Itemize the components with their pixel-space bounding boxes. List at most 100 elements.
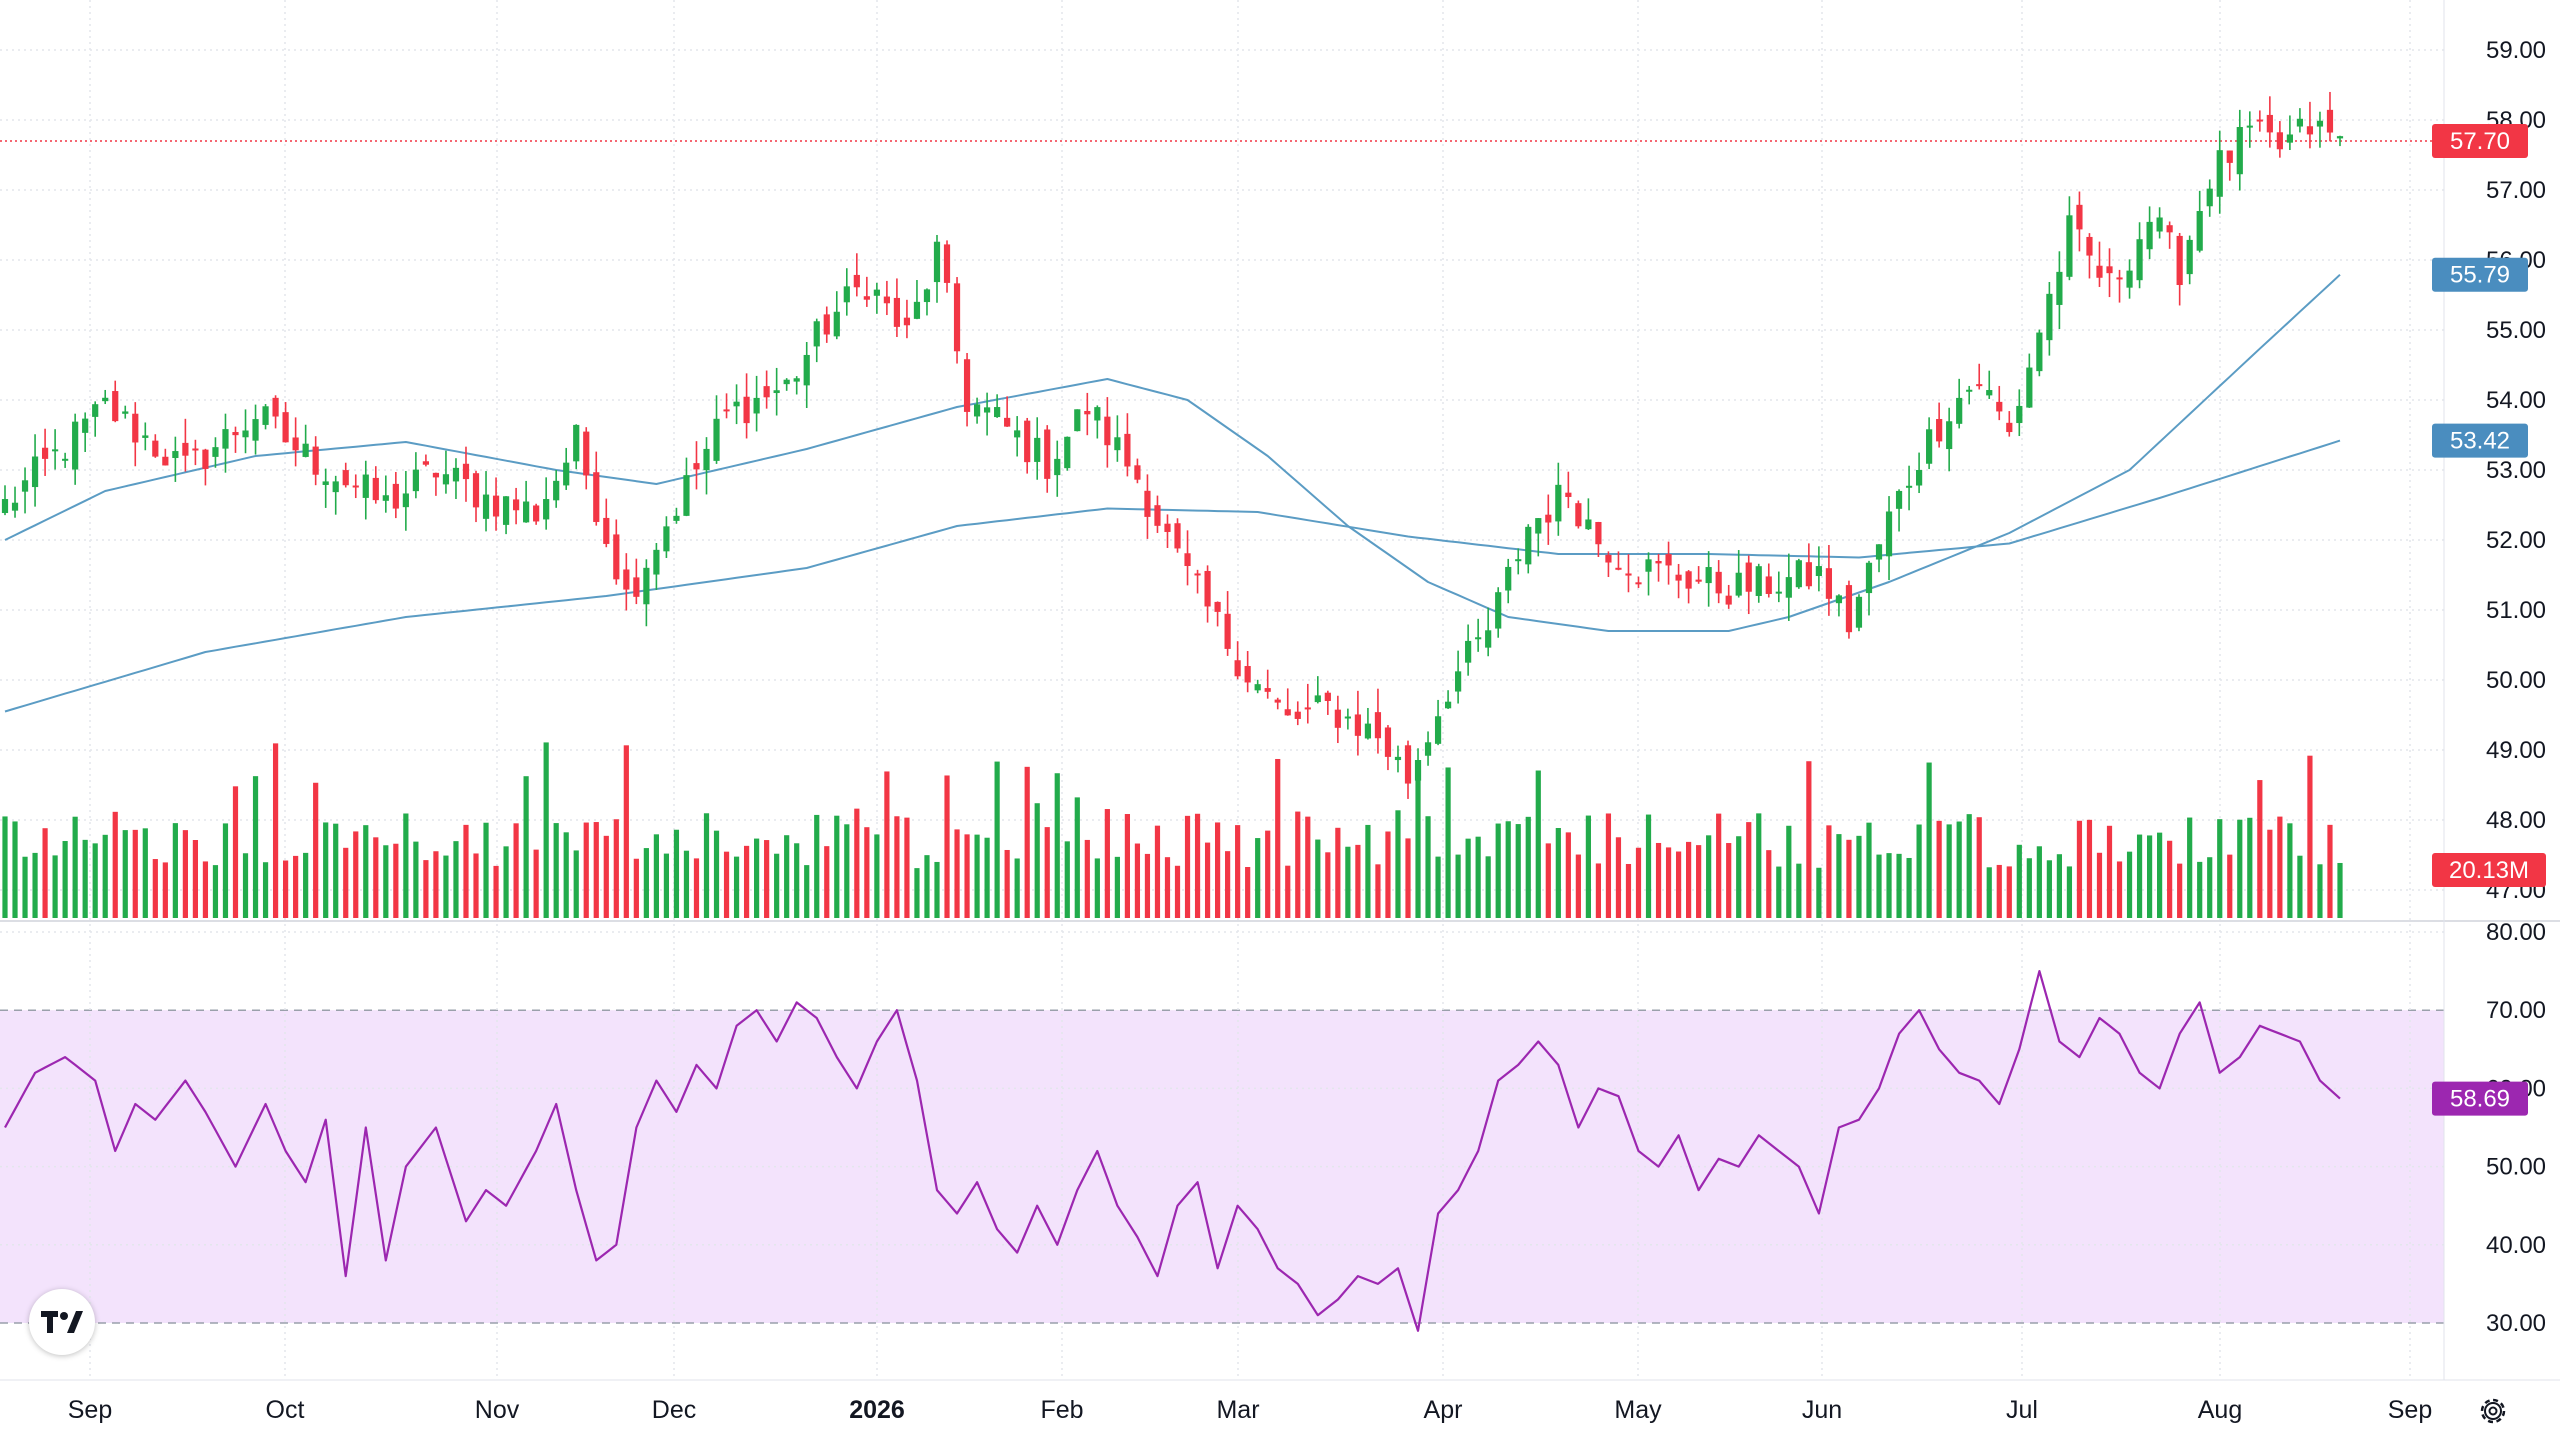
candle-body xyxy=(41,447,49,459)
volume-bar xyxy=(1665,847,1672,918)
volume-bar xyxy=(142,828,148,918)
candle-body xyxy=(2166,225,2173,233)
candle-body xyxy=(1144,490,1151,517)
candle-body xyxy=(2056,271,2063,305)
candle-body xyxy=(502,496,510,525)
candle-body xyxy=(763,386,770,398)
candle-body xyxy=(1745,562,1752,592)
candle-body xyxy=(733,401,740,407)
volume-bar xyxy=(172,823,178,918)
volume-bar xyxy=(1816,867,1822,918)
candle-body xyxy=(242,430,249,438)
volume-bar xyxy=(2207,857,2213,918)
candle-body xyxy=(142,435,149,438)
candle-body xyxy=(2126,270,2133,288)
candle-body xyxy=(1775,591,1782,594)
volume-bar xyxy=(1024,766,1030,918)
volume-bar xyxy=(333,823,339,918)
candle-body xyxy=(1344,716,1351,719)
time-tick-label: Mar xyxy=(1216,1396,1259,1424)
rsi-band xyxy=(0,1010,2444,1323)
volume-bar xyxy=(733,856,740,918)
volume-bar xyxy=(1525,816,1531,918)
volume-bar xyxy=(182,830,188,918)
candle-body xyxy=(1054,458,1061,476)
price-tick-label: 51.00 xyxy=(2486,597,2546,624)
candle-body xyxy=(1946,421,1953,450)
candle-body xyxy=(803,354,810,386)
candle-body xyxy=(1074,409,1081,432)
candle-body xyxy=(162,456,169,466)
candle-body xyxy=(2246,125,2253,128)
volume-bar xyxy=(2086,819,2093,918)
volume-bar xyxy=(984,837,990,918)
volume-bar xyxy=(1986,867,1992,918)
candle-body xyxy=(713,418,720,461)
candle-body xyxy=(2156,217,2163,232)
candle-body xyxy=(793,378,800,382)
volume-bar xyxy=(2227,854,2233,918)
candle-body xyxy=(1685,571,1692,589)
volume-bar xyxy=(1686,841,1692,918)
candle-body xyxy=(1996,401,2003,412)
candle-body xyxy=(603,517,610,544)
candle-body xyxy=(1956,397,1963,424)
volume-bar xyxy=(1114,856,1120,918)
volume-bar xyxy=(583,822,589,918)
volume-bar xyxy=(232,786,239,918)
candle-body xyxy=(693,463,700,470)
volume-bar xyxy=(32,852,38,918)
candle-body xyxy=(332,481,339,493)
rsi-tick-label: 80.00 xyxy=(2486,919,2546,946)
volume-bar xyxy=(673,829,680,918)
candle-body xyxy=(1084,410,1091,415)
volume-bar xyxy=(1345,846,1351,918)
volume-bar xyxy=(2247,817,2253,918)
volume-bar xyxy=(72,816,78,918)
candle-body xyxy=(1164,523,1171,532)
volume-bar xyxy=(102,834,108,918)
candle-body xyxy=(1715,571,1722,594)
candle-body xyxy=(573,424,580,462)
candle-body xyxy=(2226,150,2233,163)
volume-bar xyxy=(503,846,509,918)
volume-bar xyxy=(1174,865,1181,918)
volume-bar xyxy=(633,858,639,918)
volume-bar xyxy=(1214,822,1221,918)
candle-body xyxy=(673,515,680,521)
candle-body xyxy=(1124,433,1131,467)
volume-bar xyxy=(2036,846,2042,918)
volume-bar xyxy=(1004,849,1010,918)
candle-body xyxy=(1755,566,1762,596)
volume-bar xyxy=(1545,843,1551,918)
candle-body xyxy=(31,456,39,488)
volume-bar xyxy=(1836,834,1842,918)
volume-bar xyxy=(2327,824,2333,918)
candle-body xyxy=(1905,485,1913,488)
volume-bar xyxy=(272,743,279,918)
volume-bar xyxy=(1154,825,1161,918)
price-tick-label: 50.00 xyxy=(2486,667,2546,694)
volume-bar xyxy=(924,855,930,918)
candle-body xyxy=(272,397,279,417)
volume-bar xyxy=(2136,834,2143,918)
volume-bar xyxy=(293,855,299,918)
time-tick-label: May xyxy=(1614,1396,1662,1424)
volume-bar xyxy=(743,845,750,918)
candle-body xyxy=(933,241,941,283)
candle-body xyxy=(1394,756,1402,761)
candle-body xyxy=(913,301,921,319)
gear-icon[interactable] xyxy=(2476,1394,2510,1428)
volume-bar xyxy=(2116,861,2123,918)
time-tick-label: Jul xyxy=(2006,1396,2038,1424)
volume-bar xyxy=(1435,856,1441,918)
volume-bar xyxy=(62,841,68,918)
volume-bar xyxy=(1194,813,1201,918)
volume-bar xyxy=(794,843,800,918)
tradingview-logo-icon[interactable] xyxy=(29,1289,95,1355)
candle-body xyxy=(1274,699,1281,703)
volume-bar xyxy=(1485,856,1491,918)
volume-bar xyxy=(1365,824,1371,918)
volume-bar xyxy=(1846,839,1852,918)
